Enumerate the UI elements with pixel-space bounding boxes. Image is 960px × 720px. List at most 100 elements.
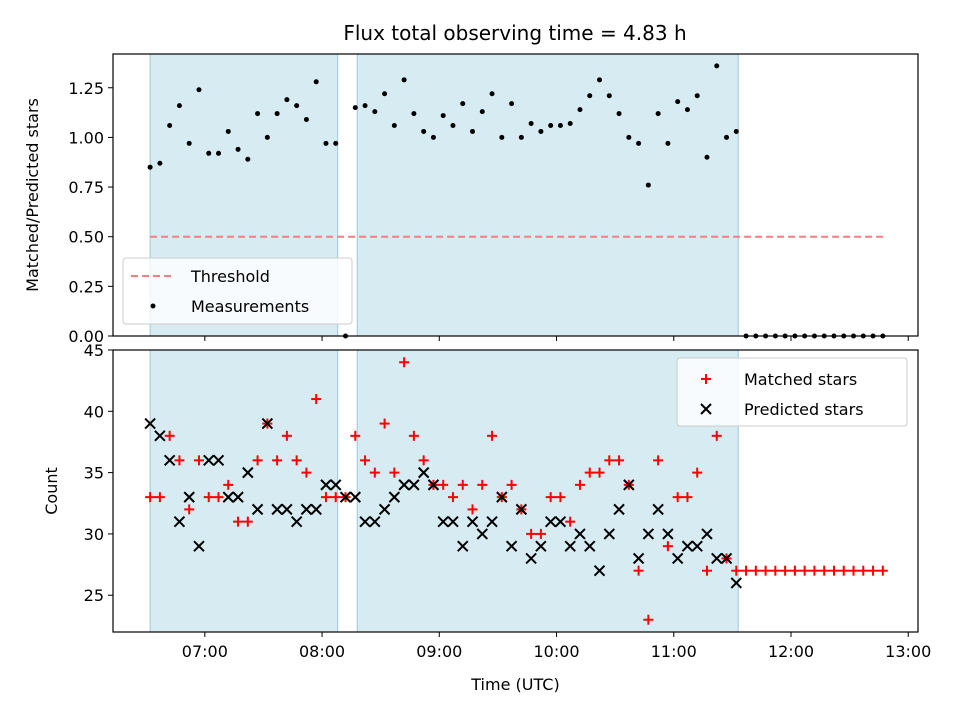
bottom-x-ticks: 07:00 08:00 09:00 10:00 11:00 12:00 13:00 xyxy=(182,632,931,661)
measurement-point xyxy=(499,134,505,140)
cross-b xyxy=(613,503,625,516)
predicted-point xyxy=(242,466,254,479)
matched-point xyxy=(672,492,683,503)
predicted-point xyxy=(632,552,645,565)
measurement-point xyxy=(479,109,485,115)
cross-b xyxy=(584,540,596,552)
matched-point xyxy=(330,492,341,503)
x-tick-label: 07:00 xyxy=(182,642,228,661)
top-shaded-spans xyxy=(149,53,739,337)
matched-point xyxy=(711,430,722,441)
cross-b xyxy=(720,552,733,565)
predicted-point xyxy=(290,515,303,528)
predicted-point xyxy=(730,577,742,589)
cross-b xyxy=(623,479,635,491)
predicted-point xyxy=(466,515,479,528)
matched-point xyxy=(614,455,625,466)
top-legend: Threshold Measurements xyxy=(122,257,353,325)
observing-span xyxy=(149,349,339,633)
matched-point xyxy=(682,492,693,503)
cross-b xyxy=(476,528,488,540)
bottom-y-ticks: 25 30 35 40 45 xyxy=(84,341,113,605)
cross-b xyxy=(603,528,615,540)
y-tick-label: 0.00 xyxy=(68,327,104,346)
cross-b xyxy=(339,491,352,503)
measurement-point xyxy=(440,113,446,119)
observing-span xyxy=(356,349,739,633)
measurement-point xyxy=(489,91,495,97)
matched-point xyxy=(408,430,419,441)
cross-b xyxy=(310,503,322,516)
predicted-point xyxy=(173,515,186,528)
predicted-point xyxy=(427,479,440,491)
matched-point xyxy=(379,418,390,429)
measurement-point xyxy=(196,87,202,93)
top-x-ticks xyxy=(204,336,909,341)
matched-point xyxy=(281,430,292,441)
bottom-panel: 25 30 35 40 45 07:00 08:00 09:00 10:00 11:00 12:0… xyxy=(42,341,931,694)
measurement-point xyxy=(548,122,554,128)
measurement-point xyxy=(626,134,632,140)
matched-point xyxy=(809,565,820,576)
cross-b xyxy=(144,417,156,430)
measurement-point xyxy=(294,103,300,109)
cross-b xyxy=(222,491,234,503)
predicted-point xyxy=(496,491,508,503)
cross-b xyxy=(632,552,645,565)
matched-point xyxy=(174,455,185,466)
measurement-point xyxy=(606,93,612,99)
cross-b xyxy=(457,540,469,552)
matched-point xyxy=(418,455,429,466)
cross-b xyxy=(271,503,283,516)
cross-b xyxy=(193,540,205,552)
predicted-point xyxy=(203,454,215,467)
x-axis-label: Time (UTC) xyxy=(470,675,559,694)
matched-point xyxy=(369,467,380,478)
bottom-axes-frame xyxy=(112,349,919,633)
measurement-point xyxy=(176,103,182,109)
matched-point xyxy=(213,492,224,503)
cross-b xyxy=(544,515,557,528)
matched-point xyxy=(633,565,644,576)
matched-point xyxy=(242,516,253,527)
cross-b xyxy=(281,503,293,516)
predicted-point xyxy=(642,528,655,540)
matched-point xyxy=(868,565,879,576)
cross-b xyxy=(242,466,254,479)
measurement-point xyxy=(401,77,407,83)
measurement-point xyxy=(313,79,319,85)
measurement-point xyxy=(245,156,251,162)
predicted-point xyxy=(447,515,459,528)
measurement-point xyxy=(352,105,358,111)
matched-point xyxy=(291,455,302,466)
measurement-point xyxy=(557,122,563,128)
matched-point xyxy=(819,565,830,576)
matched-point xyxy=(477,479,488,490)
measurement-point xyxy=(450,122,456,128)
cross-b xyxy=(652,503,664,516)
measurement-point xyxy=(733,128,739,134)
cross-b xyxy=(173,515,186,528)
measurement-point xyxy=(645,182,651,188)
y-tick-label: 0.25 xyxy=(68,277,104,296)
matched-point xyxy=(438,479,449,490)
cross-b xyxy=(554,515,567,528)
y-tick-label: 1.25 xyxy=(68,79,104,98)
measurement-point xyxy=(636,140,642,146)
predicted-point xyxy=(339,491,352,503)
predicted-point xyxy=(544,515,557,528)
predicted-legend-label: Predicted stars xyxy=(744,400,864,419)
measurement-point xyxy=(470,128,476,134)
predicted-point xyxy=(281,503,293,516)
measurement-point xyxy=(255,111,261,117)
measurement-point xyxy=(430,134,436,140)
cross-b xyxy=(359,515,371,528)
matched-point xyxy=(643,614,654,625)
predicted-point xyxy=(554,515,567,528)
predicted-point xyxy=(701,528,713,540)
matched-point xyxy=(360,455,371,466)
measurement-point xyxy=(704,154,710,160)
predicted-point xyxy=(691,540,703,552)
cross-b xyxy=(701,528,713,540)
cross-b xyxy=(437,515,449,528)
